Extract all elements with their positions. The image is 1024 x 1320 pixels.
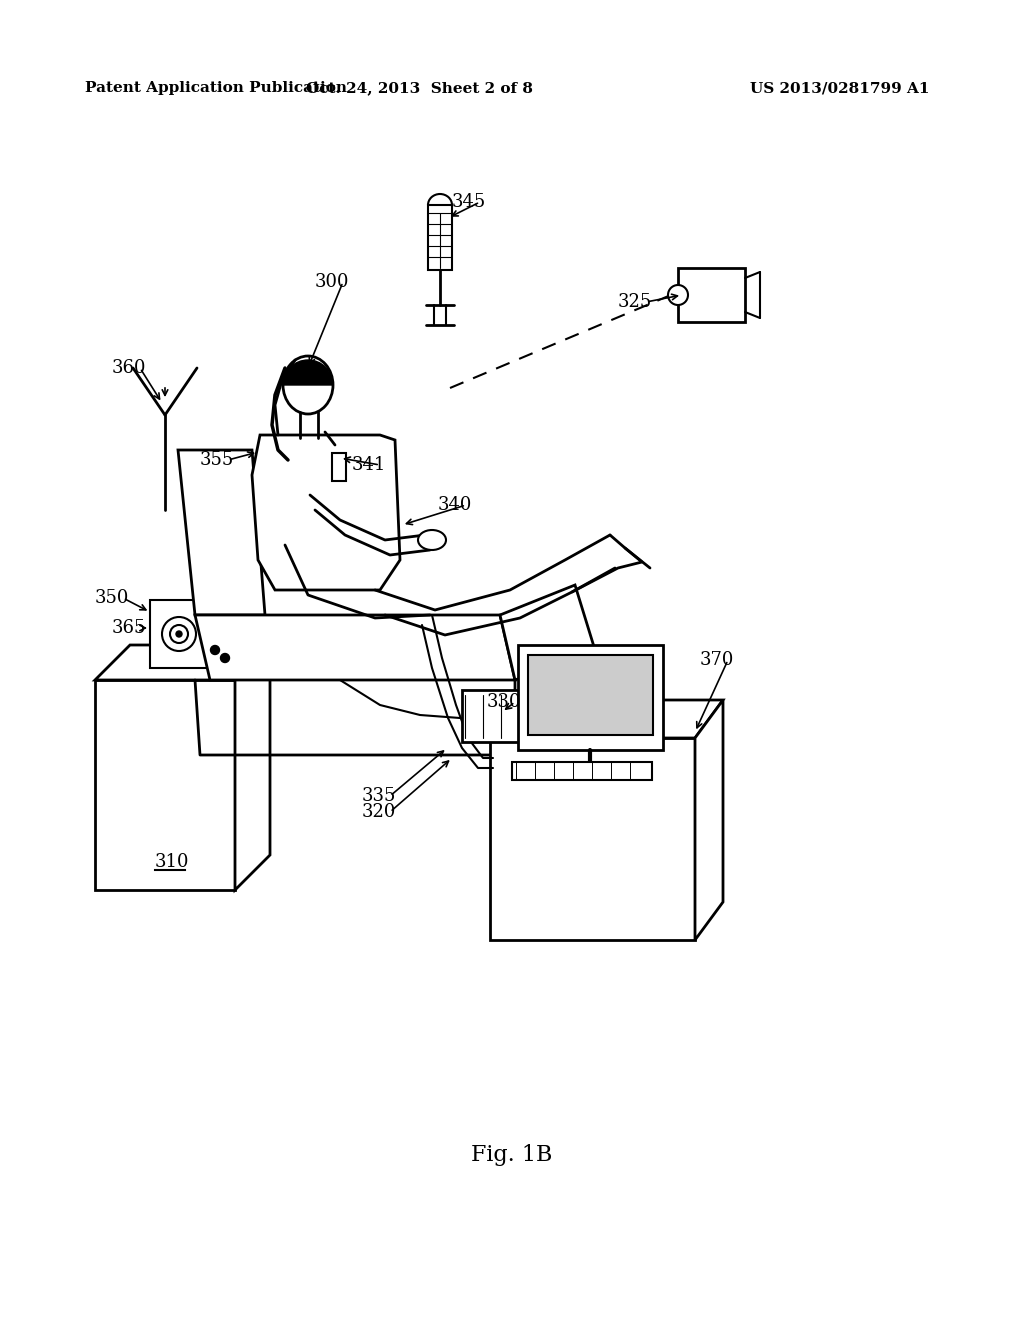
Text: 340: 340 bbox=[438, 496, 472, 513]
Text: 355: 355 bbox=[200, 451, 234, 469]
Text: Fig. 1B: Fig. 1B bbox=[471, 1144, 553, 1166]
Text: US 2013/0281799 A1: US 2013/0281799 A1 bbox=[750, 81, 930, 95]
Ellipse shape bbox=[220, 653, 229, 663]
Polygon shape bbox=[490, 700, 723, 738]
Text: 335: 335 bbox=[362, 787, 396, 805]
Wedge shape bbox=[283, 360, 333, 385]
Polygon shape bbox=[678, 268, 745, 322]
Text: 350: 350 bbox=[95, 589, 129, 607]
Text: 320: 320 bbox=[362, 803, 396, 821]
Text: 300: 300 bbox=[315, 273, 349, 290]
Text: Oct. 24, 2013  Sheet 2 of 8: Oct. 24, 2013 Sheet 2 of 8 bbox=[306, 81, 534, 95]
Bar bbox=[512, 762, 652, 780]
Bar bbox=[332, 453, 346, 480]
Text: Patent Application Publication: Patent Application Publication bbox=[85, 81, 347, 95]
Text: 345: 345 bbox=[452, 193, 486, 211]
Text: 360: 360 bbox=[112, 359, 146, 378]
Polygon shape bbox=[195, 615, 515, 680]
Ellipse shape bbox=[668, 285, 688, 305]
Bar bbox=[462, 690, 567, 742]
Ellipse shape bbox=[283, 356, 333, 414]
Bar bbox=[428, 205, 452, 271]
Polygon shape bbox=[95, 680, 234, 890]
Text: 341: 341 bbox=[352, 455, 386, 474]
Text: 325: 325 bbox=[618, 293, 652, 312]
Bar bbox=[528, 655, 653, 735]
Polygon shape bbox=[95, 645, 270, 680]
Polygon shape bbox=[234, 645, 270, 890]
Text: 370: 370 bbox=[700, 651, 734, 669]
Polygon shape bbox=[500, 585, 595, 680]
Polygon shape bbox=[178, 450, 265, 615]
Ellipse shape bbox=[162, 616, 196, 651]
Ellipse shape bbox=[418, 531, 446, 550]
Bar bbox=[150, 601, 208, 668]
Ellipse shape bbox=[170, 624, 188, 643]
Text: 330: 330 bbox=[487, 693, 521, 711]
Polygon shape bbox=[490, 738, 695, 940]
Polygon shape bbox=[695, 700, 723, 940]
Polygon shape bbox=[252, 436, 400, 590]
Ellipse shape bbox=[211, 645, 219, 655]
Text: 310: 310 bbox=[155, 853, 189, 871]
Bar bbox=[518, 645, 663, 750]
Text: 365: 365 bbox=[112, 619, 146, 638]
Ellipse shape bbox=[176, 631, 182, 638]
